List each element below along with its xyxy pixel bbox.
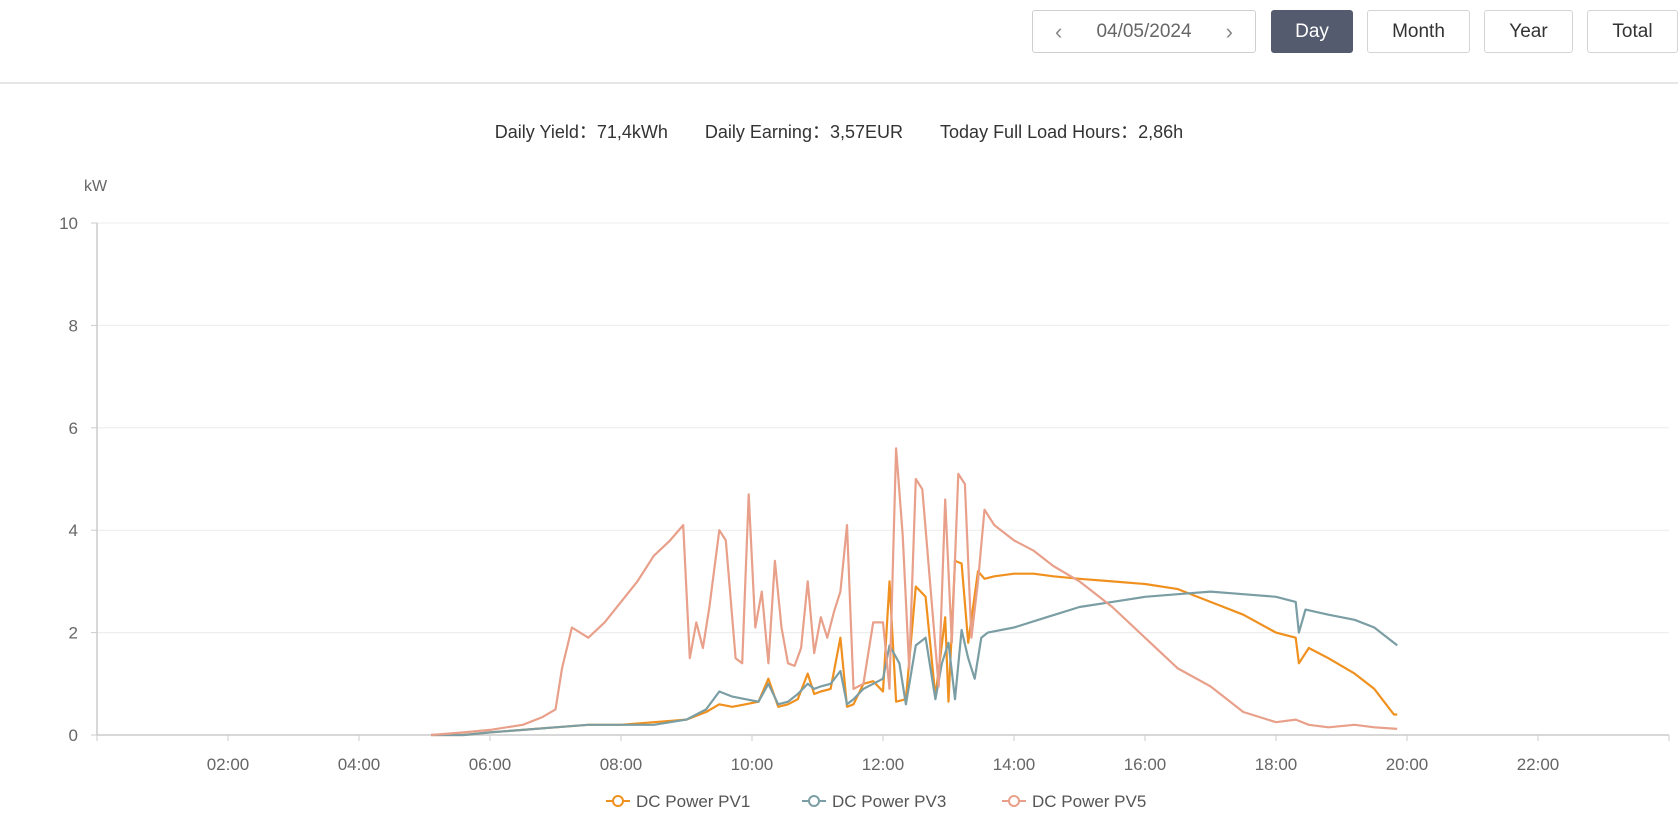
legend-item-label: DC Power PV5 bbox=[1032, 792, 1146, 811]
series-line-pv3 bbox=[431, 590, 1398, 737]
daily-yield: Daily Yield：71,4kWh bbox=[494, 122, 668, 142]
y-tick-label: 0 bbox=[69, 726, 78, 745]
x-tick-label: 10:00 bbox=[731, 755, 774, 774]
chevron-right-icon[interactable]: › bbox=[1225, 18, 1233, 44]
legend-marker-icon bbox=[1008, 795, 1020, 807]
year-button[interactable]: Year bbox=[1484, 10, 1573, 53]
x-tick-label: 02:00 bbox=[207, 755, 250, 774]
x-tick-label: 04:00 bbox=[338, 755, 381, 774]
date-picker[interactable]: ‹ 04/05/2024 › bbox=[1032, 10, 1256, 53]
y-tick-label: 10 bbox=[59, 214, 78, 233]
series-line-pv5 bbox=[431, 447, 1398, 737]
legend-marker-icon bbox=[808, 795, 820, 807]
full-load-hours: Today Full Load Hours：2,86h bbox=[940, 122, 1184, 142]
x-tick-label: 06:00 bbox=[469, 755, 512, 774]
top-toolbar: ‹ 04/05/2024 › Day Month Year Total bbox=[0, 0, 1678, 84]
chevron-left-icon[interactable]: ‹ bbox=[1055, 18, 1063, 44]
y-axis-unit: kW bbox=[84, 178, 108, 195]
series-line-pv1 bbox=[431, 559, 1398, 737]
x-tick-label: 18:00 bbox=[1255, 755, 1298, 774]
x-tick-label: 14:00 bbox=[993, 755, 1036, 774]
y-tick-label: 6 bbox=[69, 419, 78, 438]
x-tick-label: 20:00 bbox=[1386, 755, 1429, 774]
x-tick-label: 12:00 bbox=[862, 755, 905, 774]
daily-summary: Daily Yield：71,4kWh Daily Earning：3,57EU… bbox=[0, 118, 1678, 144]
legend-marker-icon bbox=[612, 795, 624, 807]
legend-item-label: DC Power PV1 bbox=[636, 792, 750, 811]
x-tick-label: 16:00 bbox=[1124, 755, 1167, 774]
day-button[interactable]: Day bbox=[1271, 10, 1353, 53]
date-value[interactable]: 04/05/2024 bbox=[1096, 20, 1192, 42]
legend-item-label: DC Power PV3 bbox=[832, 792, 946, 811]
month-button[interactable]: Month bbox=[1367, 10, 1470, 53]
x-tick-label: 22:00 bbox=[1517, 755, 1560, 774]
y-tick-label: 4 bbox=[69, 521, 78, 540]
daily-earning: Daily Earning：3,57EUR bbox=[704, 122, 904, 142]
y-tick-label: 8 bbox=[69, 316, 78, 335]
y-tick-label: 2 bbox=[69, 624, 78, 643]
total-button[interactable]: Total bbox=[1587, 10, 1678, 53]
x-tick-label: 08:00 bbox=[600, 755, 643, 774]
